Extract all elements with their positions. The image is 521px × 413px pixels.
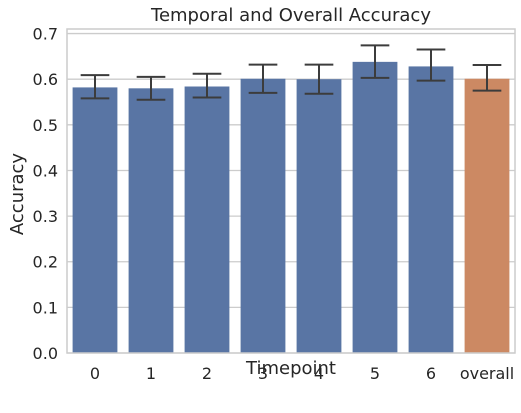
x-tick-label: 4	[314, 364, 324, 383]
y-tick-label: 0.6	[33, 70, 58, 89]
bar	[184, 86, 230, 353]
y-tick-label: 0.1	[33, 298, 58, 317]
bar	[72, 87, 118, 354]
y-tick-label: 0.3	[33, 207, 58, 226]
y-tick-label: 0.4	[33, 161, 58, 180]
bars	[72, 61, 510, 354]
x-tick-label: overall	[460, 364, 514, 383]
plot-frame	[66, 28, 516, 354]
x-tick-label: 2	[202, 364, 212, 383]
y-axis-label: Accuracy	[7, 153, 28, 236]
bar	[296, 79, 342, 354]
bar	[408, 66, 454, 354]
bar	[240, 78, 286, 353]
x-tick-label: 3	[258, 364, 268, 383]
bar	[464, 78, 510, 353]
bar	[352, 61, 398, 354]
x-tick-label: 6	[426, 364, 436, 383]
x-tick-label: 0	[90, 364, 100, 383]
y-tick-label: 0.7	[33, 25, 58, 44]
y-tick-labels: 0.0 0.1 0.2 0.3 0.4 0.5 0.6 0.7	[33, 25, 58, 363]
chart-title: Temporal and Overall Accuracy	[150, 5, 431, 26]
y-tick-label: 0.2	[33, 253, 58, 272]
y-tick-label: 0.5	[33, 116, 58, 135]
x-tick-label: 5	[370, 364, 380, 383]
error-bars	[80, 44, 502, 101]
bar	[128, 88, 174, 353]
x-tick-labels: 0 1 2 3 4 5 6 overall	[90, 364, 514, 383]
x-tick-label: 1	[146, 364, 156, 383]
x-axis-label: Timepoint	[245, 358, 336, 379]
y-tick-label: 0.0	[33, 344, 58, 363]
